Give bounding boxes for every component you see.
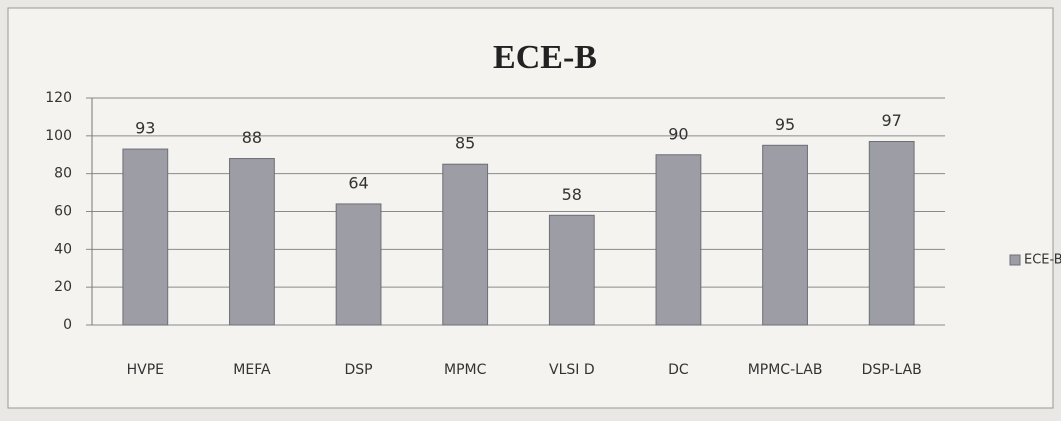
bar xyxy=(122,148,169,326)
x-tick-label: HVPE xyxy=(127,362,164,378)
x-tick-label: MEFA xyxy=(233,362,271,378)
x-tick-label: DSP xyxy=(345,362,373,378)
chart-title: ECE-B xyxy=(493,39,597,76)
data-label: 85 xyxy=(455,134,475,153)
x-tick-label: DSP-LAB xyxy=(862,362,922,378)
data-label: 93 xyxy=(135,119,155,138)
x-tick-label: MPMC-LAB xyxy=(748,362,823,378)
data-label: 95 xyxy=(775,115,795,134)
data-label: 64 xyxy=(348,173,368,192)
bar xyxy=(335,203,382,326)
bar xyxy=(442,163,489,326)
data-label: 88 xyxy=(242,128,262,147)
y-tick-label: 0 xyxy=(63,317,72,333)
bar xyxy=(655,154,702,326)
bar xyxy=(868,141,915,326)
data-label: 90 xyxy=(668,124,688,143)
bar xyxy=(762,144,808,326)
y-tick-label: 80 xyxy=(54,166,72,182)
x-tick-label: MPMC xyxy=(444,362,487,378)
y-tick-label: 40 xyxy=(54,241,72,257)
legend-swatch xyxy=(1009,254,1021,266)
data-label: 97 xyxy=(882,111,902,130)
y-tick-label: 60 xyxy=(54,204,72,220)
y-tick-label: 100 xyxy=(45,128,72,144)
y-tick-label: 120 xyxy=(45,90,72,106)
x-tick-label: VLSI D xyxy=(549,362,595,378)
y-tick-label: 20 xyxy=(54,279,72,295)
bar xyxy=(548,214,595,326)
legend-label: ECE-B xyxy=(1024,253,1061,268)
bar xyxy=(229,158,275,326)
x-tick-label: DC xyxy=(668,362,689,378)
data-label: 58 xyxy=(562,185,582,204)
